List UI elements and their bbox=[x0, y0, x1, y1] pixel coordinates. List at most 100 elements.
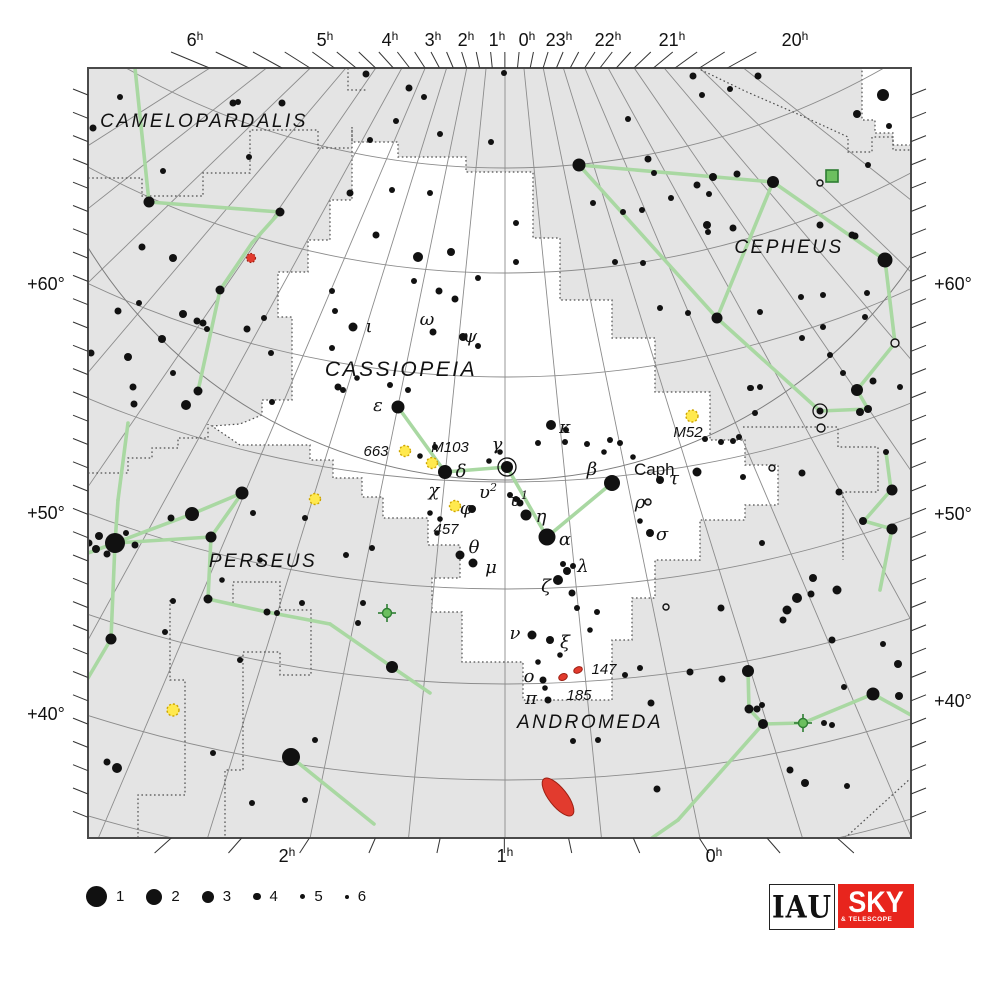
star bbox=[644, 155, 652, 163]
star-label: μ bbox=[485, 557, 497, 578]
legend-item-mag-5: 5 bbox=[299, 888, 323, 905]
star bbox=[877, 89, 889, 101]
constellation-figure-line bbox=[855, 341, 897, 392]
legend-item-mag-3: 3 bbox=[201, 888, 231, 905]
star bbox=[181, 400, 191, 410]
meridian-line bbox=[542, 68, 701, 838]
magnitude-legend: 1 2 3 4 5 6 bbox=[86, 886, 388, 907]
star bbox=[829, 722, 835, 728]
star-label: π bbox=[524, 688, 538, 709]
constellation-figure-line bbox=[650, 818, 680, 838]
constellation-figure-line bbox=[196, 288, 222, 393]
star bbox=[427, 510, 433, 516]
star bbox=[816, 221, 824, 229]
star bbox=[798, 469, 806, 477]
meridian-line bbox=[743, 68, 911, 201]
star bbox=[821, 720, 827, 726]
star bbox=[455, 550, 465, 560]
sky-logo-text: SKY bbox=[848, 885, 904, 919]
meridian-line bbox=[88, 68, 377, 488]
star bbox=[699, 92, 705, 98]
star bbox=[334, 383, 342, 391]
open-circle-star bbox=[644, 498, 652, 506]
star bbox=[275, 207, 285, 217]
star-label: λ bbox=[576, 556, 588, 577]
star-label: ι bbox=[365, 316, 372, 337]
star bbox=[405, 387, 411, 393]
star bbox=[897, 384, 903, 390]
constellation-figure-line bbox=[289, 755, 376, 826]
star bbox=[170, 598, 176, 604]
star bbox=[89, 124, 97, 132]
star bbox=[250, 510, 256, 516]
ra-axis-label: 1h bbox=[489, 29, 506, 50]
star bbox=[572, 158, 586, 172]
open-cluster-icon bbox=[425, 456, 439, 470]
star bbox=[894, 660, 902, 668]
star bbox=[546, 636, 554, 644]
star bbox=[340, 387, 346, 393]
star bbox=[744, 704, 754, 714]
star bbox=[553, 575, 563, 585]
legend-item-mag-4: 4 bbox=[253, 888, 278, 905]
ra-axis-label: 2h bbox=[279, 845, 296, 866]
star bbox=[590, 200, 596, 206]
star bbox=[617, 440, 623, 446]
star bbox=[185, 507, 199, 521]
ra-axis-label: 22h bbox=[595, 29, 622, 50]
star bbox=[501, 70, 507, 76]
star-label: ξ bbox=[560, 632, 571, 653]
star bbox=[625, 116, 631, 122]
star bbox=[538, 528, 556, 546]
star bbox=[261, 315, 267, 321]
star bbox=[103, 758, 111, 766]
star bbox=[278, 99, 286, 107]
ra-axis-label: 1h bbox=[497, 845, 514, 866]
star bbox=[563, 567, 571, 575]
constellation-figure-line bbox=[771, 180, 887, 262]
constellation-figure-line bbox=[883, 258, 897, 345]
star bbox=[844, 783, 850, 789]
constellation-boundary bbox=[88, 129, 352, 197]
star-label: α bbox=[559, 529, 571, 550]
star-label: ω bbox=[420, 309, 435, 330]
meridian-line bbox=[97, 68, 426, 838]
dec-axis-label: +60° bbox=[27, 274, 65, 294]
constellation-figure-line bbox=[218, 241, 254, 292]
constellation-figure-line bbox=[862, 488, 893, 523]
constellation-figure-line bbox=[113, 535, 213, 545]
star bbox=[685, 310, 691, 316]
star bbox=[736, 434, 742, 440]
star bbox=[435, 287, 443, 295]
star bbox=[718, 675, 726, 683]
star bbox=[835, 488, 843, 496]
star bbox=[124, 353, 132, 361]
star bbox=[138, 243, 146, 251]
star bbox=[434, 530, 440, 536]
star bbox=[877, 252, 893, 268]
star bbox=[594, 609, 600, 615]
star bbox=[204, 326, 210, 332]
star bbox=[809, 574, 817, 582]
star bbox=[437, 131, 443, 137]
constellation-figure-line bbox=[715, 180, 775, 320]
star bbox=[637, 518, 643, 524]
star bbox=[170, 370, 176, 376]
star bbox=[355, 620, 361, 626]
star bbox=[798, 294, 804, 300]
star bbox=[853, 110, 861, 118]
star bbox=[702, 436, 708, 442]
ra-axis-label: 0h bbox=[706, 845, 723, 866]
constellation-figure-line bbox=[250, 210, 282, 245]
star bbox=[801, 779, 809, 787]
dso-label: M103 bbox=[431, 439, 469, 456]
meridian-line bbox=[207, 68, 448, 838]
open-circle-star bbox=[816, 179, 824, 187]
constellation-figure-line bbox=[109, 541, 117, 641]
star bbox=[570, 738, 576, 744]
star bbox=[832, 585, 842, 595]
star-label: φ bbox=[460, 498, 473, 519]
star bbox=[718, 439, 724, 445]
star bbox=[179, 310, 187, 318]
